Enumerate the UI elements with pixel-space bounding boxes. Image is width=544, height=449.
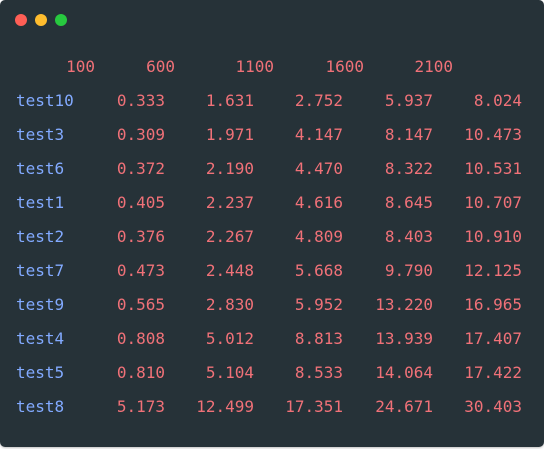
table-cell: 1.631 — [205, 91, 254, 110]
table-cell: 10.531 — [464, 159, 522, 178]
table-cell: 0.473 — [116, 261, 165, 280]
table-cell: 16.965 — [464, 295, 522, 314]
row-label: test6 — [16, 159, 65, 178]
table-cell: 14.064 — [375, 363, 433, 382]
row-label: test9 — [16, 295, 65, 314]
table-cell: 0.309 — [116, 125, 165, 144]
row-label: test10 — [16, 91, 74, 110]
table-cell: 24.671 — [375, 397, 433, 416]
table-cell: 0.808 — [116, 329, 165, 348]
table-row: test8 5.173 12.499 17.351 24.671 30.403 — [0, 390, 544, 424]
table-cell: 0.372 — [116, 159, 165, 178]
table-row: test4 0.808 5.012 8.813 13.939 17.407 — [0, 322, 544, 356]
table-cell: 8.645 — [384, 193, 433, 212]
table-cell: 5.668 — [294, 261, 343, 280]
close-button[interactable] — [15, 14, 27, 26]
table-cell: 10.910 — [464, 227, 522, 246]
row-label: test3 — [16, 125, 65, 144]
table-cell: 0.405 — [116, 193, 165, 212]
table-cell: 4.470 — [294, 159, 343, 178]
table-cell: 12.499 — [196, 397, 254, 416]
table-cell: 5.012 — [205, 329, 254, 348]
row-label: test2 — [16, 227, 65, 246]
column-header: 100 — [66, 57, 95, 76]
table-cell: 10.473 — [464, 125, 522, 144]
row-label: test7 — [16, 261, 65, 280]
table-cell: 2.752 — [294, 91, 343, 110]
table-cell: 13.220 — [375, 295, 433, 314]
table-cell: 8.147 — [384, 125, 433, 144]
table-cell: 5.952 — [294, 295, 343, 314]
table-cell: 8.403 — [384, 227, 433, 246]
table-cell: 0.810 — [116, 363, 165, 382]
column-header: 1600 — [325, 57, 364, 76]
table-row: test6 0.372 2.190 4.470 8.322 10.531 — [0, 152, 544, 186]
table-cell: 0.376 — [116, 227, 165, 246]
table-cell: 0.565 — [116, 295, 165, 314]
table-cell: 8.322 — [384, 159, 433, 178]
table-cell: 8.024 — [473, 91, 522, 110]
row-label: test5 — [16, 363, 65, 382]
column-header: 2100 — [414, 57, 453, 76]
window-titlebar — [0, 0, 544, 40]
table-cell: 17.407 — [464, 329, 522, 348]
table-row: test1 0.405 2.237 4.616 8.645 10.707 — [0, 186, 544, 220]
row-label: test1 — [16, 193, 65, 212]
table-row: test5 0.810 5.104 8.533 14.064 17.422 — [0, 356, 544, 390]
table-row: test10 0.333 1.631 2.752 5.937 8.024 — [0, 84, 544, 118]
table-cell: 0.333 — [116, 91, 165, 110]
table-cell: 13.939 — [375, 329, 433, 348]
table-cell: 17.422 — [464, 363, 522, 382]
row-label: test8 — [16, 397, 65, 416]
column-header: 600 — [146, 57, 175, 76]
table-cell: 2.190 — [205, 159, 254, 178]
table-body: test10 0.333 1.631 2.752 5.937 8.024 test3 0.30… — [0, 84, 544, 424]
table-cell: 30.403 — [464, 397, 522, 416]
row-label: test4 — [16, 329, 65, 348]
minimize-button[interactable] — [35, 14, 47, 26]
table-cell: 8.813 — [294, 329, 343, 348]
table-row: test2 0.376 2.267 4.809 8.403 10.910 — [0, 220, 544, 254]
table-cell: 4.616 — [294, 193, 343, 212]
table-cell: 5.104 — [205, 363, 254, 382]
maximize-button[interactable] — [55, 14, 67, 26]
table-row: test9 0.565 2.830 5.952 13.220 16.965 — [0, 288, 544, 322]
table-cell: 12.125 — [464, 261, 522, 280]
table-cell: 17.351 — [285, 397, 343, 416]
results-table: 100 600 1100 1600 2100 test10 0.333 1.631 2… — [0, 50, 544, 424]
table-cell: 10.707 — [464, 193, 522, 212]
table-cell: 2.830 — [205, 295, 254, 314]
table-cell: 2.267 — [205, 227, 254, 246]
table-cell: 4.809 — [294, 227, 343, 246]
table-cell: 2.448 — [205, 261, 254, 280]
table-cell: 9.790 — [384, 261, 433, 280]
table-row: test3 0.309 1.971 4.147 8.147 10.473 — [0, 118, 544, 152]
table-cell: 5.173 — [116, 397, 165, 416]
table-cell: 8.533 — [294, 363, 343, 382]
table-cell: 5.937 — [384, 91, 433, 110]
table-header-row: 100 600 1100 1600 2100 — [0, 50, 544, 84]
table-cell: 2.237 — [205, 193, 254, 212]
table-cell: 1.971 — [205, 125, 254, 144]
column-header: 1100 — [235, 57, 274, 76]
table-row: test7 0.473 2.448 5.668 9.790 12.125 — [0, 254, 544, 288]
table-cell: 4.147 — [294, 125, 343, 144]
